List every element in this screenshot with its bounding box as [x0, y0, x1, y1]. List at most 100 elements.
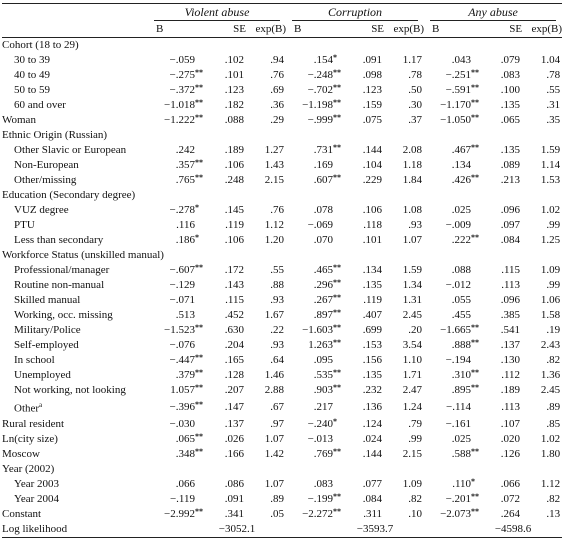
cell-text: 1.08 — [402, 204, 423, 216]
cell-text: .69 — [270, 84, 285, 96]
cell-text: .407 — [362, 309, 383, 321]
odds-ratio: .99 — [522, 218, 562, 233]
cell-text: .134 — [362, 264, 383, 276]
cell-text: .145 — [224, 204, 244, 216]
cell-text: .769** — [314, 447, 346, 460]
odds-ratio: .55 — [522, 83, 562, 98]
cell-text: .083 — [500, 69, 521, 81]
significance: ** — [195, 446, 203, 456]
row-label: Other/missing — [2, 173, 148, 188]
row-label: Less than secondary — [2, 233, 148, 248]
coefficient: .065** — [148, 432, 210, 447]
cell-text: 1.07 — [402, 234, 423, 246]
significance: ** — [195, 173, 203, 182]
coefficient: .769** — [286, 447, 348, 462]
standard-error: .145 — [210, 203, 246, 218]
standard-error: .026 — [210, 432, 246, 447]
coefficient: .217 — [286, 398, 348, 417]
row-label: Woman — [2, 113, 148, 128]
odds-ratio: .64 — [246, 353, 286, 368]
odds-ratio: .30 — [384, 98, 424, 113]
odds-ratio: .82 — [522, 492, 562, 507]
cell-text: −.447** — [170, 354, 208, 367]
cell-text: .156 — [362, 354, 383, 366]
standard-error: .079 — [486, 53, 522, 68]
cell-text: .154* — [314, 53, 346, 67]
cell-text: 1.17 — [402, 54, 423, 66]
cell-text: .35 — [546, 114, 561, 126]
standard-error: .072 — [486, 492, 522, 507]
cell-text: −2.073** — [440, 507, 484, 520]
row-label-text: Military/Police — [14, 324, 81, 336]
coefficient: −.076 — [148, 338, 210, 353]
standard-error: .100 — [486, 83, 522, 98]
cell-text: −1.198** — [302, 99, 346, 112]
empty-cell — [148, 188, 562, 203]
coefficient: .426** — [424, 173, 486, 188]
cell-text: .189 — [224, 144, 244, 156]
odds-ratio: 1.31 — [384, 293, 424, 308]
row-label-text: Non-European — [14, 159, 79, 171]
significance: ** — [195, 323, 203, 332]
cell-text: .513 — [175, 309, 195, 321]
table-row: 30 to 39 −.059 .102 .94 .154* .091 1.17 .043 .07… — [2, 53, 562, 68]
significance: * — [333, 53, 338, 62]
table-row: Cohort (18 to 29) — [2, 38, 562, 54]
standard-error: .341 — [210, 507, 246, 522]
significance: ** — [333, 143, 342, 152]
standard-error: .264 — [486, 507, 522, 522]
table-row: VUZ degree −.278* .145 .76 .078 .106 1.08 .025.… — [2, 203, 562, 218]
odds-ratio: 1.34 — [384, 278, 424, 293]
cell-text: .897** — [314, 309, 346, 322]
table-row: 50 to 59 −.372** .123 .69 −.702** .123 .50 −.59… — [2, 83, 562, 98]
row-label: Working, occ. missing — [2, 308, 148, 323]
cell-text: 2.08 — [402, 144, 423, 156]
row-label: Unemployed — [2, 368, 148, 383]
standard-error: .135 — [348, 278, 384, 293]
standard-error: .106 — [210, 158, 246, 173]
cell-text: .106 — [362, 204, 383, 216]
coefficient: −1.665** — [424, 323, 486, 338]
odds-ratio: 1.12 — [246, 218, 286, 233]
cell-text: .084 — [500, 234, 521, 246]
standard-error: .189 — [210, 143, 246, 158]
odds-ratio: .93 — [246, 338, 286, 353]
stat-header: exp(B) — [384, 21, 425, 38]
cell-text: .903** — [314, 384, 346, 397]
significance: ** — [333, 173, 342, 182]
cell-text: −.194 — [445, 354, 472, 366]
cell-text: .066 — [500, 477, 521, 490]
row-label: Year 2003 — [2, 477, 148, 492]
table-row: PTU .116 .119 1.12 −.069 .118 .93 −.009 .097 .99 — [2, 218, 562, 233]
cell-text: .091 — [362, 54, 383, 66]
row-label: Professional/manager — [2, 263, 148, 278]
cell-text: .99 — [546, 279, 561, 291]
stat-header: SE — [348, 21, 385, 38]
odds-ratio: 1.42 — [246, 447, 286, 462]
coefficient: −2.272** — [286, 507, 348, 522]
cell-text: 1.43 — [264, 159, 285, 171]
cell-text: .020 — [500, 432, 521, 445]
standard-error: .123 — [210, 83, 246, 98]
cell-text: 1.71 — [402, 369, 423, 381]
coefficient: −.009 — [424, 218, 486, 233]
cell-text: .136 — [362, 400, 383, 413]
cell-text: −.275** — [170, 69, 208, 82]
stat-header: B — [286, 21, 349, 38]
standard-error: .075 — [348, 113, 384, 128]
row-label-text: Moscow — [2, 447, 40, 460]
cell-text: .22 — [270, 324, 285, 336]
table-row: Routine non-manual −.129 .143 .88 .296** .135… — [2, 278, 562, 293]
standard-error: .541 — [486, 323, 522, 338]
odds-ratio: .05 — [246, 507, 286, 522]
cell-text: .229 — [362, 174, 383, 186]
coefficient: .154* — [286, 53, 348, 68]
odds-ratio: 1.07 — [384, 233, 424, 248]
standard-error: .123 — [348, 83, 384, 98]
table-row: Skilled manual −.071 .115 .93 .267** .119 1.31… — [2, 293, 562, 308]
cell-text: .82 — [546, 492, 561, 505]
cell-text: 1.53 — [540, 174, 561, 186]
standard-error: .101 — [348, 233, 384, 248]
cell-text: .066 — [175, 477, 195, 490]
cell-text: −.999** — [308, 114, 346, 127]
